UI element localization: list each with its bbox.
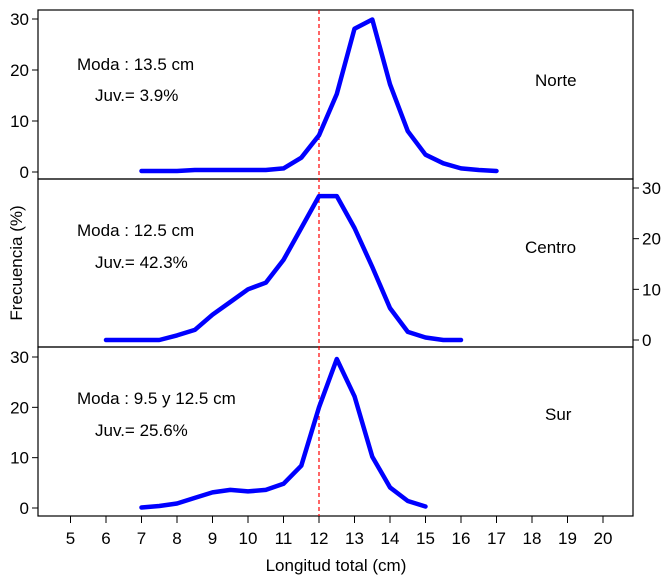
series-line-norte	[139, 17, 499, 174]
panel-sur-moda: Moda : 9.5 y 12.5 cm	[77, 389, 236, 408]
x-tick-label-14: 14	[381, 529, 400, 548]
y-tick-label-centro-10: 10	[642, 280, 661, 299]
panel-centro-juv: Juv.= 42.3%	[95, 253, 188, 272]
x-tick-label-19: 19	[558, 529, 577, 548]
x-axis-title: Longitud total (cm)	[266, 556, 407, 575]
x-tick-label-6: 6	[101, 529, 110, 548]
y-axis-title: Frecuencia (%)	[7, 205, 26, 320]
y-tick-label-centro-0: 0	[642, 331, 651, 350]
panel-sur-juv: Juv.= 25.6%	[95, 421, 188, 440]
panel-norte-juv: Juv.= 3.9%	[95, 86, 178, 105]
y-tick-label-sur-20: 20	[10, 398, 29, 417]
axes: 0 10 20 30 0 10 20 30 0 10 20 30 5 6 7 8 9 10 11 12 13 14 15 16…	[10, 10, 661, 548]
x-tick-label-12: 12	[310, 529, 329, 548]
panel-annotations: Moda : 13.5 cm Juv.= 3.9% Norte Moda : 1…	[7, 55, 577, 575]
series-line-sur	[139, 356, 428, 510]
y-tick-label-sur-10: 10	[10, 449, 29, 468]
y-tick-label-norte-20: 20	[10, 61, 29, 80]
panel-centro-moda: Moda : 12.5 cm	[77, 221, 194, 240]
x-tick-label-16: 16	[452, 529, 471, 548]
y-tick-label-norte-0: 0	[20, 163, 29, 182]
x-tick-label-15: 15	[416, 529, 435, 548]
x-tick-label-20: 20	[594, 529, 613, 548]
y-tick-label-centro-20: 20	[642, 230, 661, 249]
y-tick-label-norte-30: 30	[10, 10, 29, 29]
series-line-centro	[103, 193, 464, 343]
y-tick-label-sur-0: 0	[20, 499, 29, 518]
x-tick-label-13: 13	[345, 529, 364, 548]
x-tick-label-10: 10	[239, 529, 258, 548]
x-tick-label-8: 8	[172, 529, 181, 548]
y-tick-label-sur-30: 30	[10, 348, 29, 367]
x-tick-label-5: 5	[66, 529, 75, 548]
panel-frames	[37, 9, 634, 517]
panel-norte-moda: Moda : 13.5 cm	[77, 55, 194, 74]
x-tick-label-9: 9	[208, 529, 217, 548]
panel-sur-name: Sur	[545, 405, 572, 424]
y-tick-label-norte-10: 10	[10, 112, 29, 131]
x-tick-label-17: 17	[487, 529, 506, 548]
x-tick-label-11: 11	[275, 529, 293, 548]
x-tick-label-7: 7	[137, 529, 146, 548]
series-lines	[103, 17, 499, 510]
panel-frame-sur	[37, 346, 634, 517]
panel-norte-name: Norte	[535, 71, 577, 90]
panel-centro-name: Centro	[525, 238, 576, 257]
y-tick-label-centro-30: 30	[642, 179, 661, 198]
x-tick-label-18: 18	[523, 529, 542, 548]
